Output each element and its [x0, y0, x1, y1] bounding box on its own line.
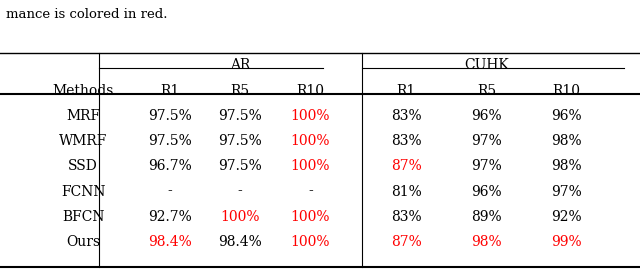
Text: MRF: MRF [66, 109, 100, 123]
Text: 98%: 98% [471, 235, 502, 249]
Text: 96%: 96% [471, 184, 502, 199]
Text: R5: R5 [477, 84, 496, 98]
Text: FCNN: FCNN [61, 184, 106, 199]
Text: 92%: 92% [551, 210, 582, 224]
Text: 83%: 83% [391, 210, 422, 224]
Text: 83%: 83% [391, 134, 422, 148]
Text: -: - [167, 184, 172, 199]
Text: 83%: 83% [391, 109, 422, 123]
Text: R1: R1 [160, 84, 179, 98]
Text: 87%: 87% [391, 159, 422, 173]
Text: 97%: 97% [471, 159, 502, 173]
Text: 96.7%: 96.7% [148, 159, 191, 173]
Text: 98%: 98% [551, 134, 582, 148]
Text: R10: R10 [552, 84, 580, 98]
Text: 97%: 97% [471, 134, 502, 148]
Text: 97.5%: 97.5% [218, 159, 262, 173]
Text: 100%: 100% [291, 159, 330, 173]
Text: R1: R1 [397, 84, 416, 98]
Text: 92.7%: 92.7% [148, 210, 191, 224]
Text: 98%: 98% [551, 159, 582, 173]
Text: 97.5%: 97.5% [148, 134, 191, 148]
Text: AR: AR [230, 58, 250, 72]
Text: 96%: 96% [551, 109, 582, 123]
Text: SSD: SSD [68, 159, 98, 173]
Text: -: - [237, 184, 243, 199]
Text: 98.4%: 98.4% [148, 235, 191, 249]
Text: 89%: 89% [471, 210, 502, 224]
Text: Methods: Methods [52, 84, 114, 98]
Text: 100%: 100% [220, 210, 260, 224]
Text: 97.5%: 97.5% [218, 134, 262, 148]
Text: mance is colored in red.: mance is colored in red. [6, 8, 168, 21]
Text: 99%: 99% [551, 235, 582, 249]
Text: WMRF: WMRF [59, 134, 108, 148]
Text: 97.5%: 97.5% [148, 109, 191, 123]
Text: CUHK: CUHK [464, 58, 509, 72]
Text: 100%: 100% [291, 235, 330, 249]
Text: 100%: 100% [291, 134, 330, 148]
Text: 100%: 100% [291, 109, 330, 123]
Text: 81%: 81% [391, 184, 422, 199]
Text: 98.4%: 98.4% [218, 235, 262, 249]
Text: -: - [308, 184, 313, 199]
Text: R5: R5 [230, 84, 250, 98]
Text: R10: R10 [296, 84, 324, 98]
Text: 100%: 100% [291, 210, 330, 224]
Text: 97.5%: 97.5% [218, 109, 262, 123]
Text: 97%: 97% [551, 184, 582, 199]
Text: BFCN: BFCN [62, 210, 104, 224]
Text: 96%: 96% [471, 109, 502, 123]
Text: Ours: Ours [66, 235, 100, 249]
Text: 87%: 87% [391, 235, 422, 249]
